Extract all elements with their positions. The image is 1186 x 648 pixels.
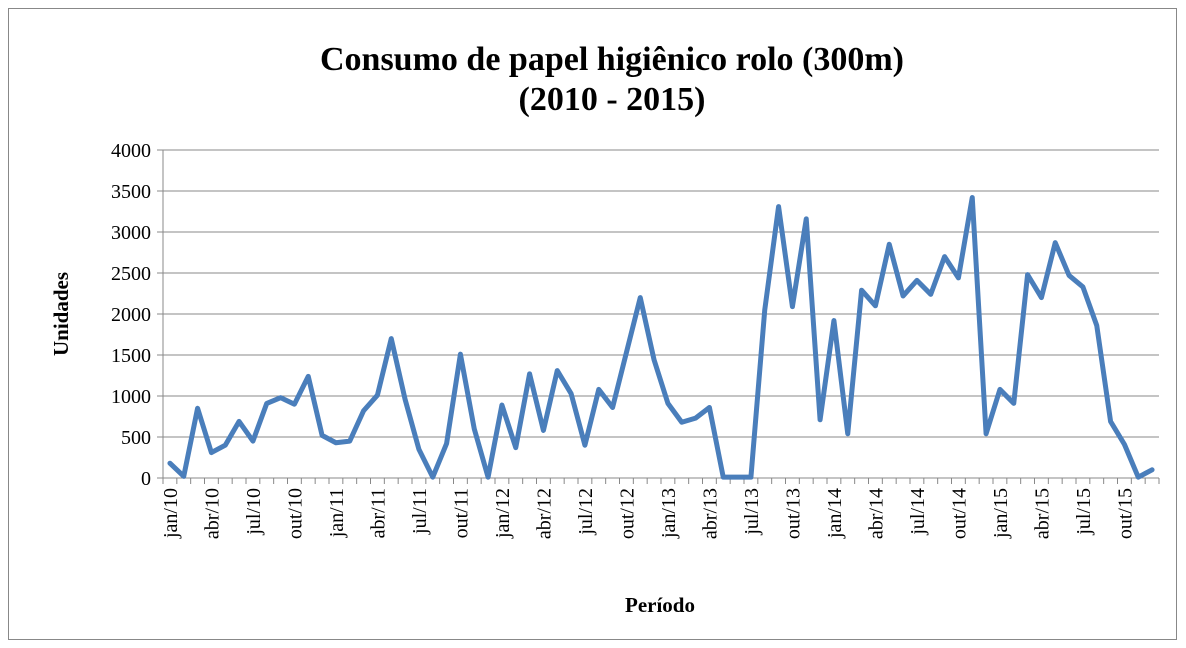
- x-tick-label: out/11: [450, 488, 472, 538]
- x-tick-label: jan/13: [658, 488, 680, 539]
- x-tick-label: jan/12: [492, 488, 514, 539]
- y-tick-label: 1000: [111, 386, 151, 408]
- chart-title: Consumo de papel higiênico rolo (300m): [320, 41, 904, 78]
- y-tick-label: 3000: [111, 222, 151, 244]
- x-tick-label: jul/13: [741, 488, 763, 536]
- y-tick-label: 2500: [111, 263, 151, 285]
- x-tick-label: jul/10: [243, 488, 265, 536]
- x-tick-label: out/15: [1114, 488, 1136, 539]
- y-tick-label: 2000: [111, 304, 151, 326]
- x-tick-label: jan/15: [990, 488, 1012, 539]
- x-tick-label: jan/14: [824, 488, 846, 539]
- x-tick-label: abr/13: [699, 488, 721, 539]
- x-tick-label: jan/11: [326, 488, 348, 538]
- data-line: [167, 195, 1155, 480]
- x-tick-label: out/13: [782, 488, 804, 539]
- x-tick-label: abr/12: [533, 488, 555, 539]
- x-axis-title: Período: [625, 593, 695, 617]
- y-tick-label: 0: [141, 468, 151, 490]
- y-tick-label: 1500: [111, 345, 151, 367]
- x-tick-label: abr/10: [201, 488, 223, 539]
- x-tick-label: abr/14: [865, 488, 887, 539]
- y-tick-label: 3500: [111, 181, 151, 203]
- x-tick-label: abr/11: [367, 488, 389, 538]
- x-tick-label: out/10: [284, 488, 306, 539]
- x-tick-label: out/12: [616, 488, 638, 539]
- y-axis-title: Unidades: [49, 272, 73, 356]
- chart-subtitle: (2010 - 2015): [519, 81, 706, 118]
- x-tick-label: jan/10: [160, 488, 182, 539]
- x-tick-label: jul/11: [409, 488, 431, 535]
- y-tick-label: 4000: [111, 140, 151, 162]
- x-tick-label: jul/12: [575, 488, 597, 536]
- x-tick-label: jul/15: [1073, 488, 1095, 536]
- x-tick-label: abr/15: [1031, 488, 1053, 539]
- y-tick-label: 500: [121, 427, 151, 449]
- x-tick-label: out/14: [948, 488, 970, 539]
- x-tick-label: jul/14: [907, 488, 929, 536]
